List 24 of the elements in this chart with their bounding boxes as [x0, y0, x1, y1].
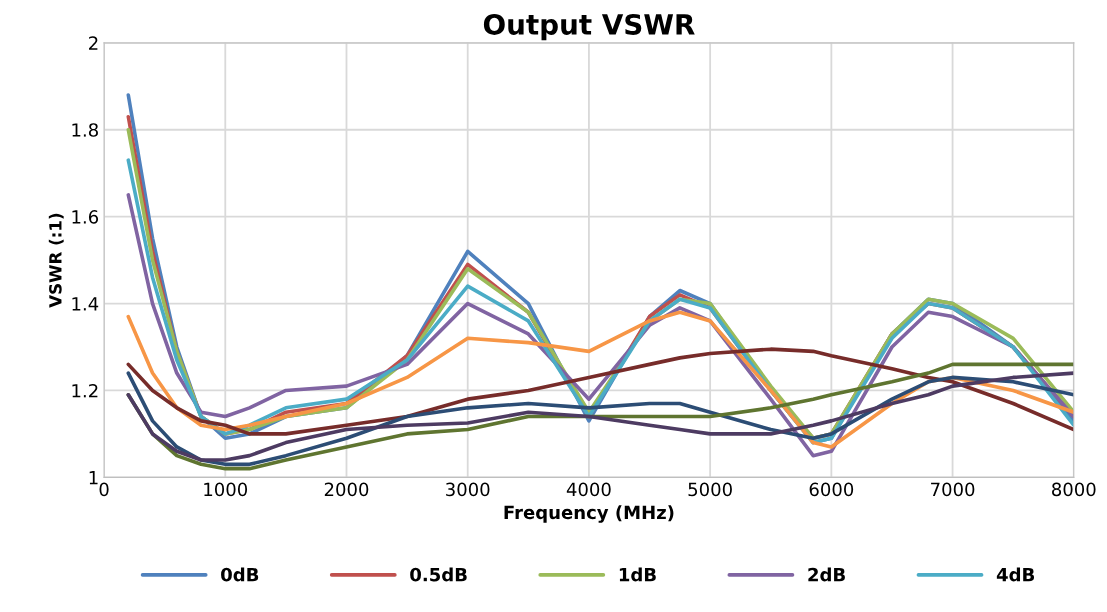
- y-axis-title: VSWR (:1): [48, 213, 64, 308]
- legend-label: 2dB: [808, 567, 845, 582]
- x-tick-label: 6000: [809, 482, 854, 497]
- x-tick-label: 7000: [931, 482, 975, 497]
- x-tick-label: 3000: [446, 482, 490, 497]
- y-tick-label: 1.2: [72, 383, 98, 398]
- legend-label: 0dB: [221, 567, 259, 582]
- y-tick-label: 2: [89, 36, 98, 50]
- legend-label: 1dB: [619, 567, 656, 582]
- y-tick-label: 1: [89, 471, 98, 485]
- x-tick-label: 8000: [1052, 482, 1096, 497]
- y-tick-label: 1.6: [72, 210, 99, 224]
- x-tick-label: 0: [99, 482, 109, 497]
- legend-label: 4dB: [996, 567, 1035, 582]
- x-tick-label: 2000: [324, 482, 369, 497]
- x-tick-label: 4000: [566, 482, 611, 497]
- chart-title: Output VSWR: [483, 13, 695, 41]
- legend-label: 0.5dB: [410, 567, 467, 582]
- line-series: [126, 347, 1074, 436]
- y-tick-label: 1.4: [72, 297, 99, 311]
- x-axis-title: Frequency (MHz): [504, 505, 674, 523]
- x-tick-label: 1000: [204, 482, 248, 497]
- x-tick-label: 5000: [688, 482, 732, 497]
- y-tick-label: 1.8: [72, 123, 98, 137]
